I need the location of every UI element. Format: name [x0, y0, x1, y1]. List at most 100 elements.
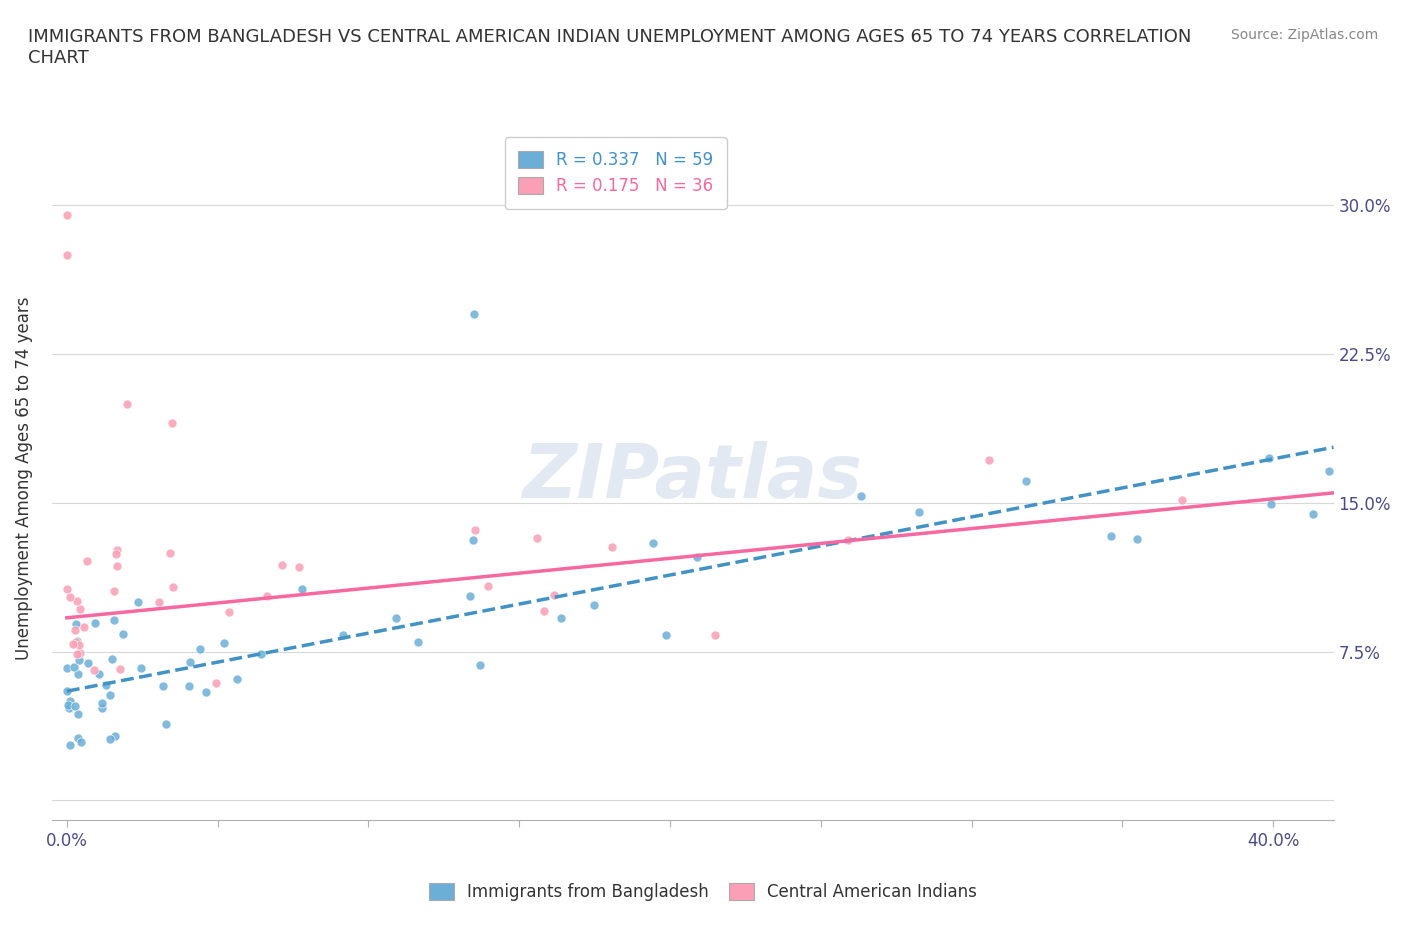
- Point: [470, 658, 492, 672]
- Point: [385, 610, 408, 625]
- Point: [66, 634, 89, 649]
- Point: [90, 700, 112, 715]
- Y-axis label: Unemployment Among Ages 65 to 74 years: Unemployment Among Ages 65 to 74 years: [15, 297, 32, 659]
- Point: [225, 671, 247, 686]
- Point: [56, 582, 79, 597]
- Point: [458, 589, 481, 604]
- Point: [67, 730, 90, 745]
- Point: [59, 590, 82, 604]
- Point: [129, 661, 152, 676]
- Point: [461, 533, 484, 548]
- Legend: R = 0.337   N = 59, R = 0.175   N = 36: R = 0.337 N = 59, R = 0.175 N = 36: [505, 138, 727, 208]
- Point: [65, 634, 87, 649]
- Point: [148, 594, 170, 609]
- Point: [87, 666, 110, 681]
- Point: [112, 627, 135, 642]
- Point: [96, 678, 118, 693]
- Point: [686, 549, 709, 564]
- Point: [288, 560, 311, 575]
- Point: [105, 559, 128, 574]
- Legend: Immigrants from Bangladesh, Central American Indians: Immigrants from Bangladesh, Central Amer…: [422, 876, 984, 908]
- Point: [1260, 497, 1282, 512]
- Point: [1317, 464, 1340, 479]
- Point: [179, 655, 201, 670]
- Point: [84, 616, 107, 631]
- Point: [59, 737, 82, 752]
- Point: [103, 583, 125, 598]
- Point: [1015, 473, 1038, 488]
- Text: ZIPatlas: ZIPatlas: [523, 442, 863, 514]
- Point: [63, 698, 86, 713]
- Point: [152, 678, 174, 693]
- Point: [77, 656, 100, 671]
- Point: [63, 622, 86, 637]
- Point: [62, 636, 84, 651]
- Point: [533, 604, 555, 618]
- Point: [67, 667, 90, 682]
- Point: [406, 634, 429, 649]
- Point: [65, 617, 87, 631]
- Point: [643, 536, 665, 551]
- Point: [76, 553, 98, 568]
- Point: [600, 540, 623, 555]
- Point: [463, 307, 485, 322]
- Point: [69, 602, 91, 617]
- Text: IMMIGRANTS FROM BANGLADESH VS CENTRAL AMERICAN INDIAN UNEMPLOYMENT AMONG AGES 65: IMMIGRANTS FROM BANGLADESH VS CENTRAL AM…: [28, 28, 1191, 67]
- Point: [194, 684, 217, 699]
- Point: [526, 530, 548, 545]
- Point: [979, 452, 1001, 467]
- Point: [69, 645, 91, 660]
- Point: [837, 533, 859, 548]
- Text: Source: ZipAtlas.com: Source: ZipAtlas.com: [1230, 28, 1378, 42]
- Point: [115, 396, 138, 411]
- Point: [67, 653, 90, 668]
- Point: [249, 646, 271, 661]
- Point: [127, 594, 149, 609]
- Point: [1125, 531, 1147, 546]
- Point: [104, 546, 127, 561]
- Point: [332, 628, 354, 643]
- Point: [849, 488, 872, 503]
- Point: [543, 588, 565, 603]
- Point: [67, 637, 90, 652]
- Point: [188, 642, 211, 657]
- Point: [908, 505, 931, 520]
- Point: [56, 684, 79, 698]
- Point: [177, 679, 200, 694]
- Point: [56, 698, 79, 712]
- Point: [256, 589, 278, 604]
- Point: [98, 687, 121, 702]
- Point: [66, 593, 89, 608]
- Point: [214, 636, 236, 651]
- Point: [56, 207, 79, 222]
- Point: [67, 706, 90, 721]
- Point: [98, 732, 121, 747]
- Point: [218, 604, 240, 619]
- Point: [291, 581, 314, 596]
- Point: [101, 652, 124, 667]
- Point: [105, 542, 128, 557]
- Point: [477, 578, 499, 593]
- Point: [70, 735, 93, 750]
- Point: [83, 663, 105, 678]
- Point: [56, 660, 79, 675]
- Point: [271, 558, 294, 573]
- Point: [63, 660, 86, 675]
- Point: [159, 545, 181, 560]
- Point: [582, 598, 605, 613]
- Point: [162, 416, 184, 431]
- Point: [103, 728, 125, 743]
- Point: [703, 628, 725, 643]
- Point: [90, 695, 112, 710]
- Point: [464, 523, 486, 538]
- Point: [72, 619, 94, 634]
- Point: [110, 661, 132, 676]
- Point: [56, 247, 79, 262]
- Point: [1257, 451, 1279, 466]
- Point: [550, 611, 572, 626]
- Point: [155, 716, 177, 731]
- Point: [1171, 493, 1194, 508]
- Point: [205, 675, 228, 690]
- Point: [162, 579, 184, 594]
- Point: [59, 693, 82, 708]
